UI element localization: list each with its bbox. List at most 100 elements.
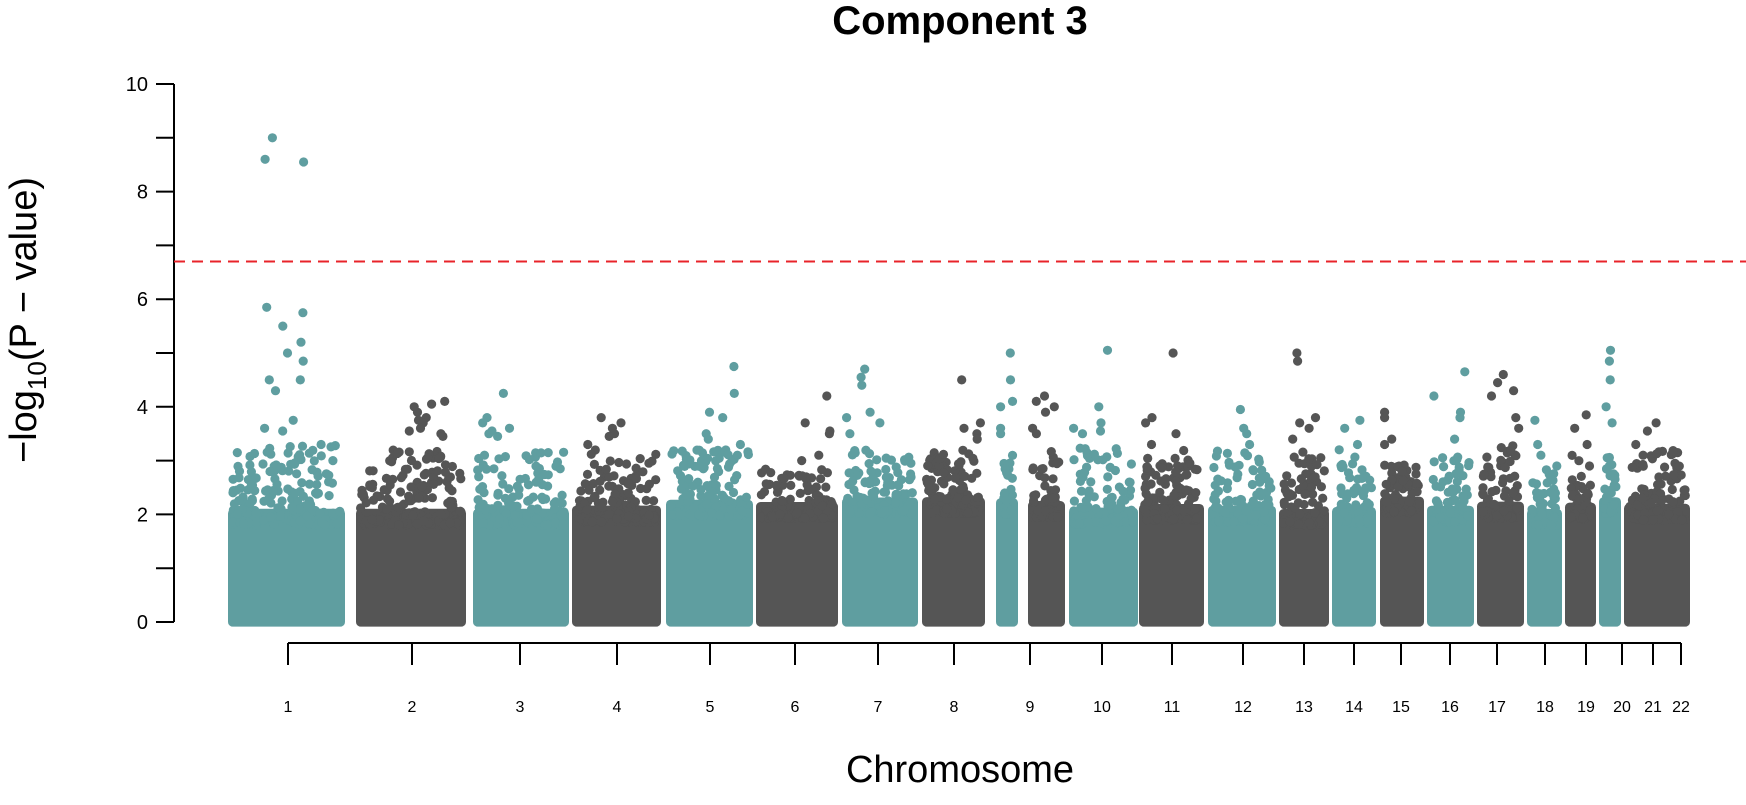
snp-point <box>1143 453 1153 463</box>
x-tick-label-chr-14: 14 <box>1345 699 1363 716</box>
snp-point <box>1083 517 1093 528</box>
snp-point <box>510 510 520 521</box>
snp-point <box>961 495 971 505</box>
snp-point <box>479 488 489 498</box>
snp-point <box>621 459 632 469</box>
peak-point <box>1077 429 1088 439</box>
snp-point <box>292 469 302 479</box>
snp-point <box>264 494 274 504</box>
snp-point <box>234 496 244 506</box>
snp-point <box>1505 473 1515 483</box>
snp-point <box>1069 455 1079 465</box>
snp-point <box>251 473 261 483</box>
snp-point <box>1429 457 1439 467</box>
x-tick-label-chr-22: 22 <box>1672 699 1690 716</box>
snp-point <box>295 450 305 460</box>
y-axis-title: −log10(P − value) <box>3 177 52 463</box>
peak-point <box>1095 426 1106 436</box>
snp-point <box>939 468 949 478</box>
snp-point <box>1412 487 1422 497</box>
snp-point <box>610 489 620 499</box>
snp-point <box>1389 506 1399 516</box>
peak-point <box>1096 418 1106 428</box>
snp-point <box>1220 507 1230 518</box>
snp-point <box>232 485 242 495</box>
snp-point <box>864 459 874 469</box>
snp-point <box>1155 487 1165 497</box>
snp-point <box>766 468 776 478</box>
snp-point <box>906 472 916 482</box>
snp-point <box>395 487 406 497</box>
peak-point <box>860 364 870 374</box>
snp-point <box>1241 506 1251 516</box>
peak-point <box>1340 423 1350 433</box>
snp-point <box>1143 497 1153 507</box>
snp-point <box>1648 515 1658 525</box>
snp-point <box>1111 444 1121 454</box>
snp-point <box>872 455 882 465</box>
snp-point <box>1143 463 1153 473</box>
snp-point <box>1295 509 1305 519</box>
snp-point <box>688 481 698 491</box>
peak-point <box>1533 439 1543 450</box>
snp-point <box>676 484 687 494</box>
snp-point <box>394 520 404 530</box>
peak-point <box>1460 367 1470 377</box>
snp-point <box>1229 517 1239 527</box>
snp-point <box>923 461 933 471</box>
snp-point <box>297 441 308 451</box>
chromosome-7-dense-points <box>842 497 918 627</box>
snp-point <box>440 467 450 477</box>
snp-point <box>587 517 597 527</box>
snp-point <box>1512 503 1522 513</box>
snp-point <box>320 520 330 530</box>
snp-point <box>1247 479 1257 490</box>
snp-point <box>1190 504 1200 514</box>
snp-point <box>932 505 942 515</box>
snp-point <box>1668 446 1678 456</box>
x-tick-label-chr-1: 1 <box>284 699 293 716</box>
snp-point <box>848 476 858 486</box>
snp-point <box>324 491 334 501</box>
peak-point <box>797 456 807 466</box>
snp-point <box>408 510 418 520</box>
snp-point <box>576 486 586 496</box>
snp-point <box>589 493 599 503</box>
chromosome-11-dense-points <box>1069 507 1138 627</box>
snp-point <box>1489 499 1499 509</box>
snp-point <box>1667 484 1677 495</box>
snp-point <box>1007 450 1018 460</box>
snp-point <box>1584 461 1595 471</box>
snp-point <box>266 449 276 459</box>
snp-point <box>1052 459 1062 469</box>
snp-point <box>792 508 802 518</box>
snp-point <box>261 486 271 496</box>
snp-point <box>1602 464 1612 474</box>
y-axis: 0 2 4 6 8 10 <box>126 74 175 634</box>
snp-point <box>1450 517 1460 527</box>
snp-point <box>1362 498 1372 508</box>
snp-point <box>474 472 484 482</box>
snp-point <box>512 517 522 528</box>
snp-point <box>1171 467 1181 477</box>
snp-point <box>1536 503 1546 513</box>
snp-point <box>283 448 293 458</box>
snp-point <box>1527 504 1537 514</box>
snp-point <box>1478 507 1488 517</box>
x-tick-label-chr-19: 19 <box>1577 699 1595 716</box>
chromosome-12-points <box>1139 348 1204 627</box>
chromosome-6-dense-points <box>756 501 838 627</box>
snp-point <box>1285 517 1295 527</box>
snp-point <box>1339 508 1349 518</box>
peak-point <box>1147 413 1157 423</box>
peak-point <box>278 426 288 436</box>
snp-point <box>948 485 958 495</box>
chromosome-22-dense-points <box>1624 503 1690 627</box>
snp-point <box>1286 478 1297 488</box>
snp-point <box>893 468 903 478</box>
peak-point <box>718 413 728 423</box>
peak-point <box>260 154 270 164</box>
peak-point <box>959 423 969 433</box>
peak-point <box>729 388 739 398</box>
chromosome-4-dense-points <box>572 505 661 627</box>
